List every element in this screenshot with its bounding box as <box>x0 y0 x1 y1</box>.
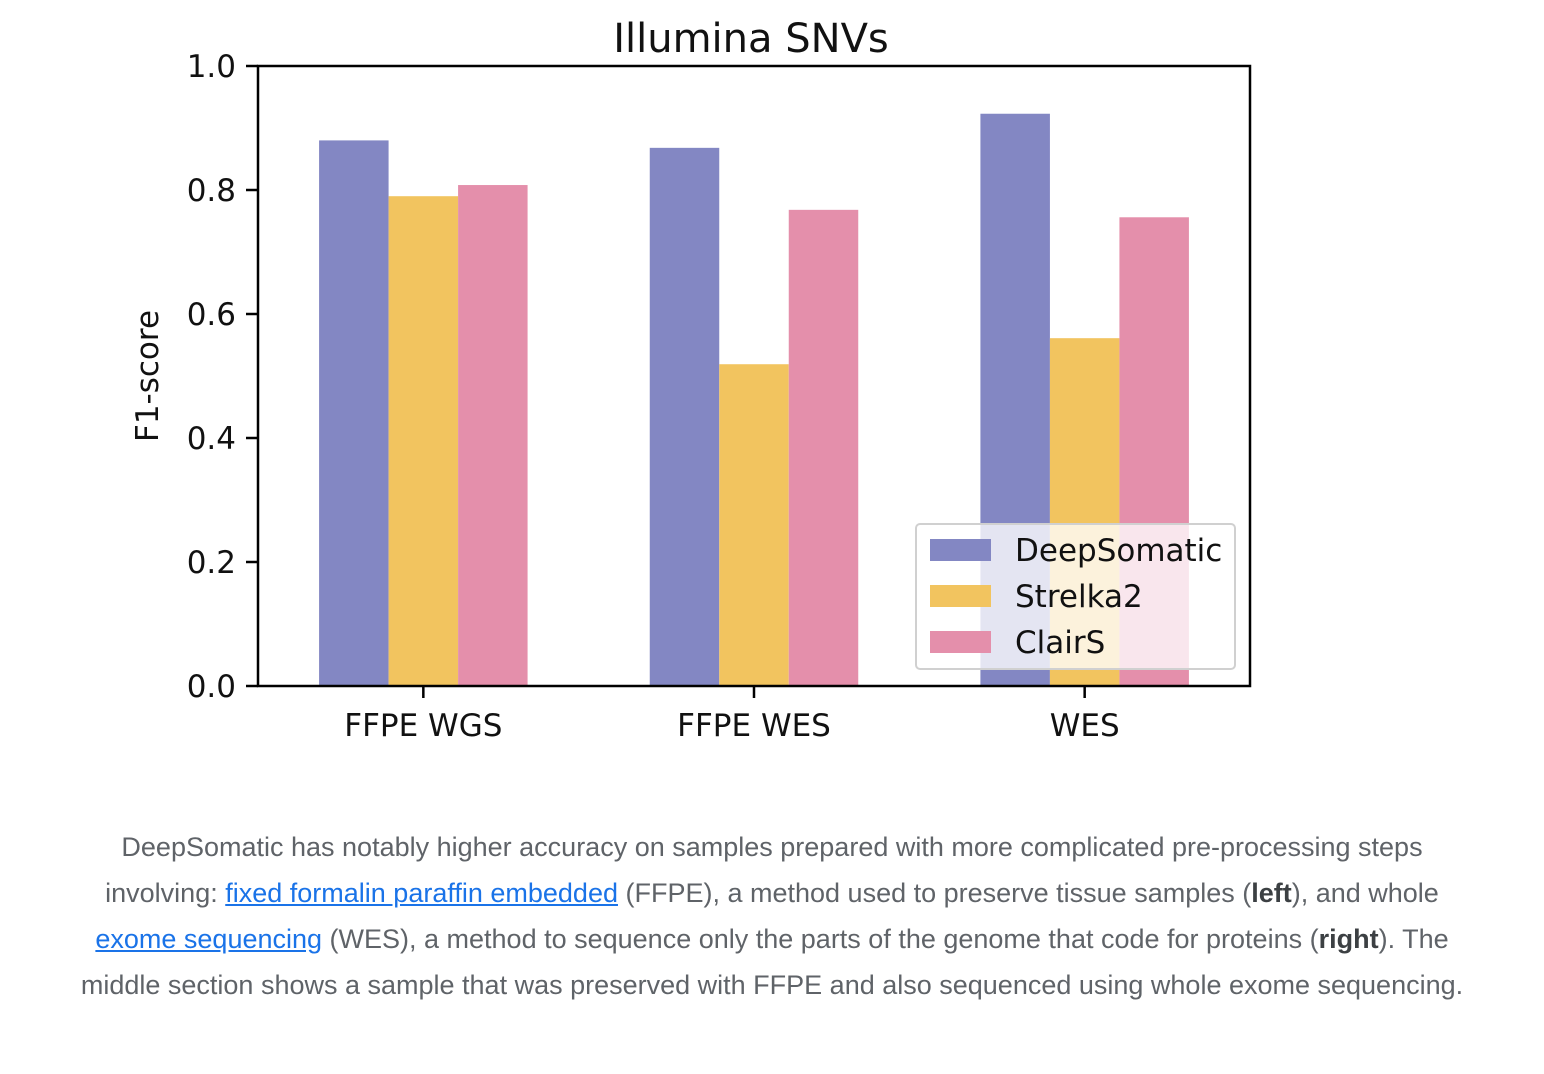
bar-clairs-ffpe-wgs <box>458 185 528 687</box>
legend-label-clairs: ClairS <box>1015 625 1105 661</box>
x-axis: FFPE WGS FFPE WES WES <box>344 686 1120 744</box>
caption-text: (FFPE), a method used to preserve tissue… <box>617 878 1252 908</box>
chart-title: Illumina SNVs <box>613 16 889 62</box>
caption-text: ). The middle section shows a sample tha… <box>80 924 1464 1000</box>
legend-box <box>915 523 1236 670</box>
bar-deepsomatic-ffpe-wgs <box>319 140 389 686</box>
y-tick-label: 0.2 <box>187 545 236 581</box>
bar-strelka2-ffpe-wes <box>719 364 789 686</box>
x-tick-label: FFPE WGS <box>344 708 502 744</box>
caption-bold-left: left <box>1251 878 1292 908</box>
x-tick-label: WES <box>1050 708 1120 744</box>
bar-strelka2-ffpe-wgs <box>388 196 459 686</box>
legend-label-strelka2: Strelka2 <box>1015 579 1143 615</box>
y-tick-label: 0.8 <box>187 173 236 209</box>
legend-swatch-strelka2 <box>930 585 991 607</box>
caption-text: DeepSomatic has notably higher accuracy … <box>105 832 1423 908</box>
exome-sequencing-link[interactable]: exome sequencing <box>95 924 323 954</box>
bar-chart: Illumina SNVs 0.0 0.2 0.4 0.6 0.8 1.0 FFPE WG… <box>130 16 1252 744</box>
figure-caption: DeepSomatic has notably higher accuracy … <box>70 824 1474 1008</box>
ffpe-link[interactable]: fixed formalin paraffin embedded <box>225 878 618 908</box>
y-tick-label: 1.0 <box>187 49 236 85</box>
x-tick-label: FFPE WES <box>677 708 831 744</box>
legend-swatch-deepsomatic <box>930 539 991 561</box>
bar-clairs-ffpe-wes <box>788 209 859 686</box>
y-axis: 0.0 0.2 0.4 0.6 0.8 1.0 <box>187 49 258 705</box>
caption-text: ), and whole <box>1291 878 1439 908</box>
y-tick-label: 0.4 <box>187 421 236 457</box>
legend-label-deepsomatic: DeepSomatic <box>1015 533 1222 569</box>
y-tick-label: 0.6 <box>187 297 236 333</box>
legend: DeepSomatic Strelka2 ClairS <box>915 523 1236 670</box>
bar-deepsomatic-ffpe-wes <box>649 147 720 687</box>
y-tick-label: 0.0 <box>187 669 236 705</box>
caption-text: (WES), a method to sequence only the par… <box>322 924 1319 954</box>
legend-swatch-clairs <box>930 631 991 653</box>
y-axis-label: F1-score <box>130 310 166 442</box>
caption-bold-right: right <box>1318 924 1379 954</box>
